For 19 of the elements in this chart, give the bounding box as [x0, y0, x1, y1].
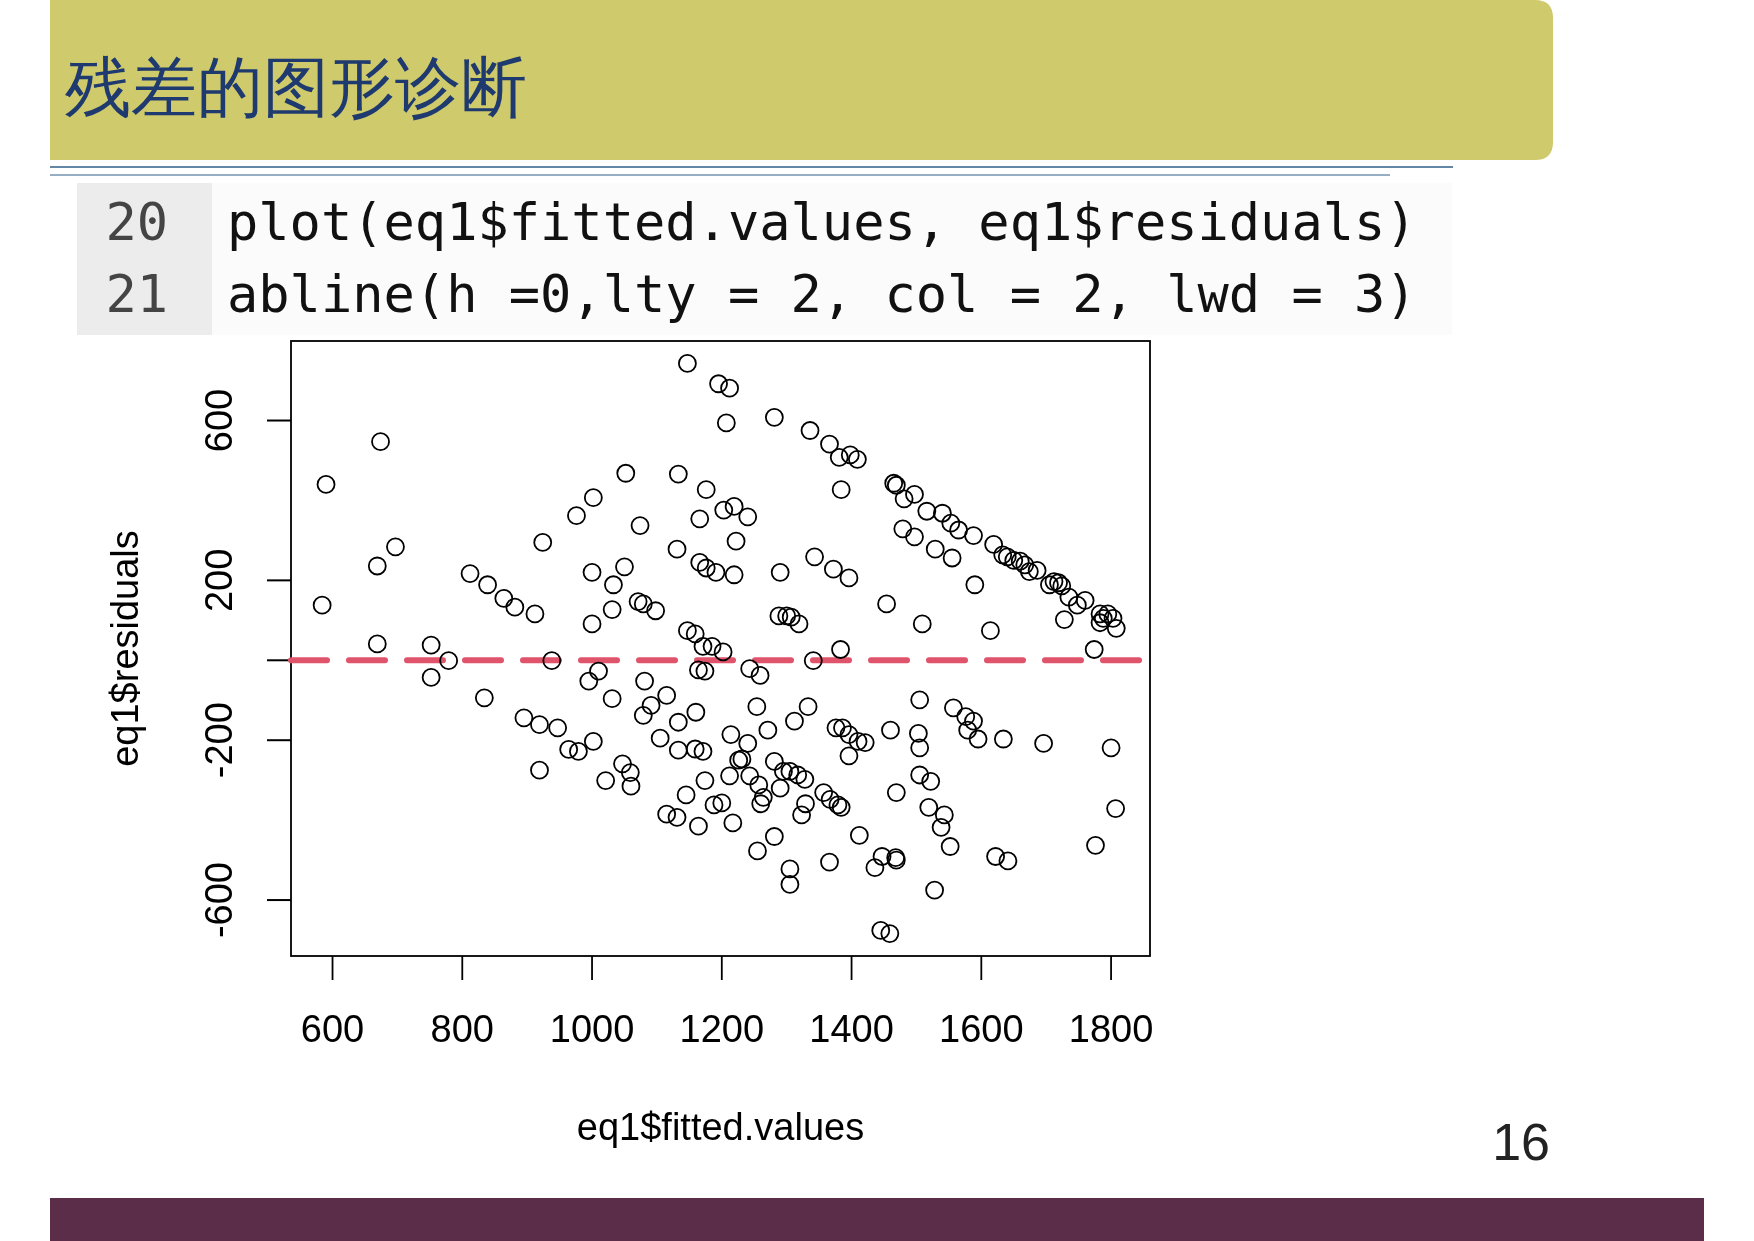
x-axis-title: eq1$fitted.values	[576, 1106, 865, 1148]
x-tick-label: 1000	[549, 1008, 635, 1050]
x-tick-label: 1200	[679, 1008, 765, 1050]
text: 16	[1492, 1113, 1550, 1171]
x-tick-label: 600	[300, 1008, 365, 1050]
x-tick-label: 1800	[1068, 1008, 1154, 1050]
y-tick-label: 600	[198, 388, 240, 453]
y-tick-label: -200	[198, 702, 240, 779]
text: abline(h =0,lty = 2, col = 2, lwd = 3)	[227, 264, 1417, 324]
text: 20	[105, 192, 168, 252]
x-tick-label: 800	[430, 1008, 494, 1050]
y-tick-label: -600	[198, 862, 240, 939]
y-axis-title: eq1$residuals	[104, 530, 146, 767]
text: plot(eq1$fitted.values, eq1$residuals)	[227, 192, 1417, 252]
chart-title: 残差的图形诊断	[65, 49, 527, 126]
y-tick-label: 200	[198, 548, 240, 613]
x-tick-label: 1400	[809, 1008, 894, 1050]
x-tick-label: 1600	[939, 1008, 1024, 1050]
text: 21	[105, 264, 168, 324]
